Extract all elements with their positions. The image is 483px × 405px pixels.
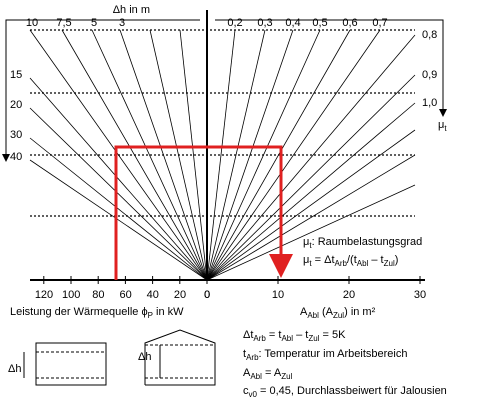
text-part: Arb	[246, 353, 259, 362]
dotted-lines	[30, 29, 415, 217]
x-tick-label: 100	[62, 289, 80, 301]
icons	[23, 329, 216, 386]
text-part: A	[300, 306, 308, 318]
mu-label: 0,8	[422, 29, 437, 41]
x-tick-label: 0	[204, 289, 210, 301]
dh-label: 40	[10, 151, 22, 163]
text-part: t	[309, 241, 312, 250]
x-tick-label: 40	[147, 289, 159, 301]
note: ΔtArb = tAbl – tZul = 5K	[243, 329, 346, 343]
text-part: Abl	[307, 311, 319, 320]
text-part: )	[395, 254, 399, 266]
mu-label: 0,7	[372, 17, 387, 29]
text-part: μ	[303, 254, 309, 266]
note: cv0 = 0,45, Durchlassbeiwert für Jalousi…	[243, 385, 447, 399]
text-part: A	[243, 367, 251, 379]
mu-label: 0,4	[285, 17, 300, 29]
note: tArb: Temperatur im Arbeitsbereich	[243, 348, 408, 362]
mu-axis-label: μt	[438, 119, 447, 133]
dh-label: 7,5	[56, 17, 71, 29]
dh-arrow	[2, 19, 200, 162]
text-part: Abl	[250, 372, 262, 381]
dh-label: 10	[26, 17, 38, 29]
text-part: t	[243, 348, 246, 360]
note: AAbl = AZul	[243, 367, 293, 381]
text-part: = 5K	[319, 329, 346, 341]
text-part: Leistung der Wärmequelle ϕ	[10, 306, 148, 318]
text-part: Abl	[281, 334, 293, 343]
text-part: ) in m²	[344, 306, 376, 318]
dh-label: 30	[10, 129, 22, 141]
text-part: = t	[266, 329, 282, 341]
dh-label: 5	[91, 17, 97, 29]
mu-label: 0,9	[422, 69, 437, 81]
text-part: t	[309, 259, 312, 268]
x-tick-label: 30	[414, 289, 426, 301]
text-part: c	[243, 385, 249, 397]
text-part: : Temperatur im Arbeitsbereich	[259, 348, 408, 360]
text-part: /(t	[347, 254, 357, 266]
mu-arrow	[215, 19, 447, 117]
x-tick-label: 80	[92, 289, 104, 301]
mu-label: 0,5	[312, 17, 327, 29]
text-part: = 0,45, Durchlassbeiwert für Jalousien	[257, 385, 447, 397]
text-part: μ	[303, 236, 309, 248]
x-tick-label: 60	[119, 289, 131, 301]
icon-label: Δh	[8, 363, 21, 375]
x-axis-label: AAbl (AZul) in m²	[300, 306, 376, 320]
mu-label: 0,3	[257, 17, 272, 29]
text-part: – t	[368, 254, 383, 266]
text-part: v0	[249, 390, 258, 399]
text-part: (A	[319, 306, 334, 318]
dh-axis-label: Δh in m	[113, 4, 150, 16]
example-path	[114, 145, 293, 280]
text-part: = Δt	[312, 254, 335, 266]
text-part: Zul	[281, 372, 292, 381]
text-part: – t	[293, 329, 308, 341]
x-tick-label: 120	[35, 289, 53, 301]
text-part: Zul	[333, 311, 344, 320]
text-part: Zul	[308, 334, 319, 343]
x-tick-label: 0	[204, 289, 210, 301]
text-part: t	[444, 124, 447, 133]
legend: μt: Raumbelastungsgrad	[303, 236, 422, 250]
text-part: : Raumbelastungsgrad	[312, 236, 423, 248]
text-part: = A	[262, 367, 282, 379]
x-tick-label: 10	[272, 289, 284, 301]
x-axis-label: Leistung der Wärmequelle ϕP in kW	[10, 306, 184, 320]
dh-label: 3	[119, 17, 125, 29]
text-part: Arb	[253, 334, 266, 343]
text-part: in kW	[153, 306, 184, 318]
dh-label: 15	[10, 69, 22, 81]
text-part: μ	[438, 119, 444, 131]
mu-label: 1,0	[422, 97, 437, 109]
text-part: Abl	[357, 259, 369, 268]
text-part: Zul	[384, 259, 395, 268]
dh-label: 20	[10, 99, 22, 111]
legend: μt = ΔtArb/(tAbl – tZul)	[303, 254, 398, 268]
x-tick-label: 20	[343, 289, 355, 301]
x-tick-label: 20	[174, 289, 186, 301]
mu-label: 0,6	[342, 17, 357, 29]
text-part: Arb	[335, 259, 348, 268]
mu-label: 0,2	[227, 17, 242, 29]
text-part: P	[148, 311, 153, 320]
text-part: Δt	[243, 329, 253, 341]
